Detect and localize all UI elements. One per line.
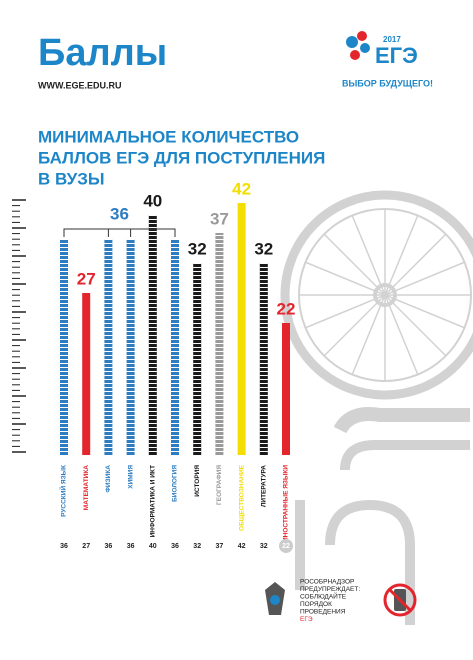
logo-name: ЕГЭ [375,43,418,68]
value-label: 27 [77,269,96,288]
bar-stripes [60,239,68,455]
category-label: МАТЕМАТИКА [83,465,90,510]
category-label: ИСТОРИЯ [194,465,201,497]
logo-slogan: ВЫБОР БУДУЩЕГО! [342,78,433,88]
badge [279,539,293,553]
ruler [12,199,26,453]
category-label: БИОЛОГИЯ [172,465,179,502]
bar-stripes [126,239,135,455]
value-label: 42 [232,179,251,198]
logo: 2017 ЕГЭ ВЫБОР БУДУЩЕГО! [342,31,433,88]
bottom-value: 36 [127,543,135,550]
bar [237,203,246,455]
bottom-value: 37 [216,543,224,550]
bar [82,293,91,455]
bar-stripes [171,239,179,455]
value-label: 32 [254,239,273,258]
bottom-value: 40 [149,543,157,550]
category-label: РУССКИЙ ЯЗЫК [59,465,68,517]
bottom-value: 22 [282,543,290,550]
bar-stripes [215,233,224,455]
decoration [280,190,473,625]
bottom-value: 42 [238,543,246,550]
value-label: 32 [188,239,207,258]
bar-stripes [259,263,268,455]
chart-title-line: МИНИМАЛЬНОЕ КОЛИЧЕСТВО [38,127,299,146]
bottom-value: 32 [193,543,201,550]
bottom-value: 36 [60,543,68,550]
chart-title-line: В ВУЗЫ [38,169,105,188]
bar-stripes [104,239,113,455]
bottom-value: 36 [105,543,113,550]
footer-notice: РОСОБРНАДЗОРПРЕДУПРЕЖДАЕТ:СОБЛЮДАЙТЕПОРЯ… [300,579,360,624]
bottom-value: 32 [260,543,268,550]
category-label: ФИЗИКА [105,465,112,493]
footer-line: ЕГЭ [300,616,313,623]
chart: РУССКИЙ ЯЗЫК 36 27 МАТЕМАТИКА 27 ФИЗИКА 36 ХИМИ… [59,179,296,553]
value-label: 37 [210,209,229,228]
category-label: ИНОСТРАННЫЕ ЯЗЫКИ [283,465,290,542]
category-label: ЛИТЕРАТУРА [261,465,268,507]
bottom-value: 27 [82,543,90,550]
category-label: ИНФОРМАТИКА И ИКТ [150,465,157,537]
footer-line: ПРЕДУПРЕЖДАЕТ: [300,586,360,593]
footer-line: РОСОБРНАДЗОР [300,579,354,586]
chart-title: МИНИМАЛЬНОЕ КОЛИЧЕСТВО БАЛЛОВ ЕГЭ ДЛЯ ПОС… [38,127,325,188]
group-bracket [63,228,176,237]
logo-year: 2017 [383,35,401,44]
bottom-value: 36 [171,543,179,550]
footer-line: ПРОВЕДЕНИЯ [300,609,346,616]
bar [282,323,290,455]
chart-title-line: БАЛЛОВ ЕГЭ ДЛЯ ПОСТУПЛЕНИЯ [38,148,325,167]
category-label: ОБЩЕСТВОЗНАНИЕ [238,464,245,531]
bar-stripes [193,263,202,455]
value-label: 40 [143,191,162,210]
category-label: ХИМИЯ [127,465,134,489]
value-label: 22 [277,299,296,318]
footer-emblem [265,582,285,615]
value-label: 36 [110,204,129,223]
footer-line: ПОРЯДОК [300,601,332,608]
bar-stripes [148,215,157,455]
footer-line: СОБЛЮДАЙТЕ [300,592,347,601]
no-phone-sign [383,583,417,617]
header-title: Баллы [38,32,167,74]
category-label: ГЕОГРАФИЯ [216,465,223,505]
header-url: WWW.EGE.EDU.RU [38,80,122,90]
